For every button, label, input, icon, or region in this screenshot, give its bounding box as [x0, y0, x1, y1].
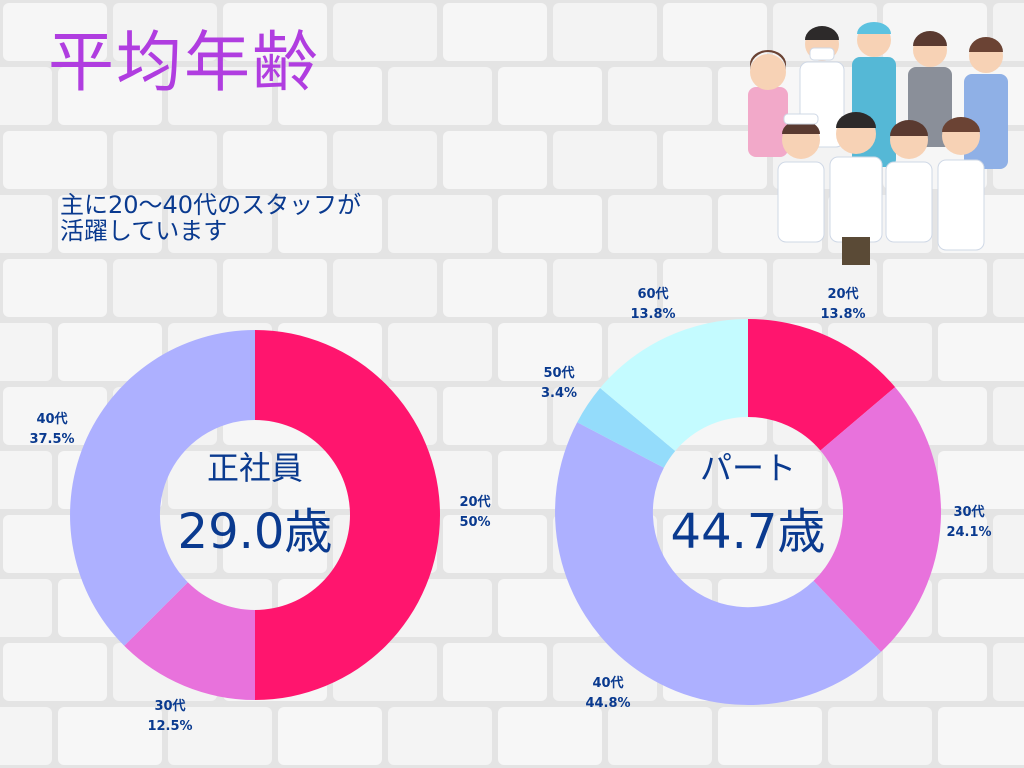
- parttime-label-40s: 40代 44.8%: [585, 676, 631, 711]
- segment-60s: [600, 319, 748, 451]
- segment-40s: [70, 330, 255, 646]
- parttime-label-50s: 50代 3.4%: [540, 366, 578, 401]
- segment-20s: [748, 319, 896, 451]
- fulltime-donut-chart: [70, 330, 440, 700]
- subtitle-line-2: 活躍しています: [60, 217, 228, 246]
- fulltime-label-20s: 20代 50%: [459, 495, 491, 530]
- slide-title: 平均年齢: [48, 24, 320, 101]
- fulltime-average-age: 29.0歳: [177, 504, 333, 560]
- parttime-average-age: 44.7歳: [670, 504, 826, 560]
- fulltime-center-label: 正社員 29.0歳: [165, 452, 345, 556]
- segment-50s: [577, 388, 676, 468]
- parttime-label-60s: 60代 13.8%: [630, 287, 676, 322]
- parttime-center-label: パート 44.7歳: [653, 452, 843, 556]
- segment-30s: [124, 582, 255, 700]
- fulltime-center-title: 正社員: [206, 449, 303, 487]
- segment-30s: [813, 387, 942, 652]
- segment-40s: [555, 422, 882, 706]
- staff-figure-front-row: [777, 112, 985, 265]
- parttime-center-title: パート: [699, 449, 796, 487]
- fulltime-label-30s: 30代 12.5%: [147, 699, 193, 734]
- subtitle-line-1: 主に20〜40代のスタッフが: [60, 191, 362, 219]
- parttime-label-20s: 20代 13.8%: [820, 287, 866, 322]
- fulltime-label-40s: 40代 37.5%: [29, 412, 75, 447]
- parttime-donut-chart: [555, 319, 942, 706]
- medical-staff-illustration: [748, 22, 1008, 265]
- parttime-label-30s: 30代 24.1%: [946, 505, 992, 540]
- segment-20s: [255, 330, 440, 700]
- slide-subtitle: 主に20〜40代のスタッフが 活躍しています: [60, 192, 361, 245]
